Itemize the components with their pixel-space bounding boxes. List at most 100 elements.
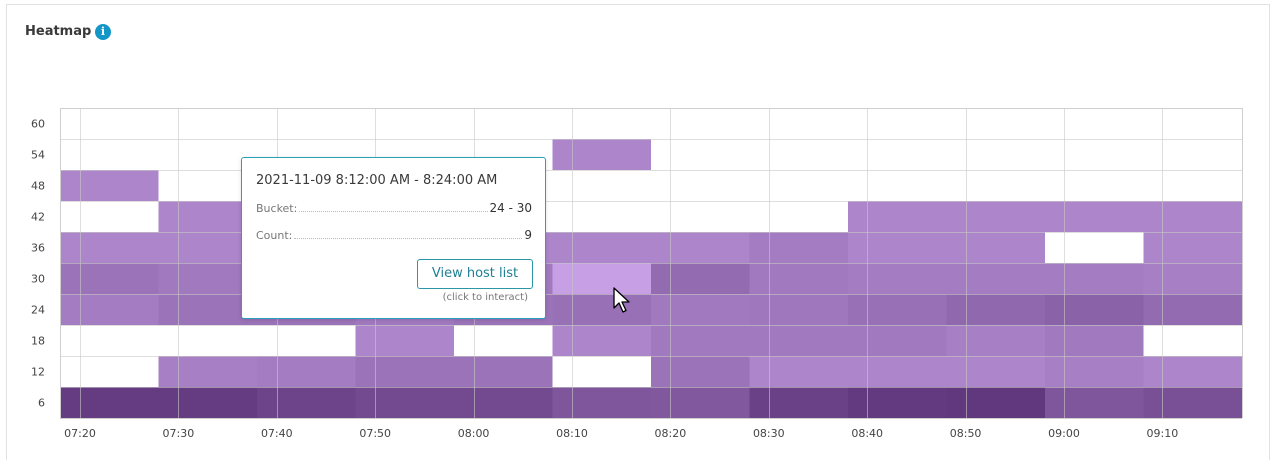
heatmap-cell[interactable] — [257, 387, 356, 418]
panel-title: Heatmap — [25, 24, 92, 39]
y-tick-label: 24 — [31, 304, 45, 317]
heatmap-cell[interactable] — [1045, 387, 1144, 418]
heatmap-cell[interactable] — [552, 294, 652, 325]
heatmap-cell[interactable] — [848, 356, 947, 387]
heatmap-cell[interactable] — [1143, 232, 1243, 263]
heatmap-cell[interactable] — [946, 387, 1046, 418]
y-tick-label: 54 — [31, 149, 45, 162]
x-tick-label: 08:20 — [655, 427, 687, 440]
tooltip-count-value: 9 — [524, 228, 532, 242]
tooltip-count-label: Count: — [256, 229, 293, 242]
heatmap-cell[interactable] — [749, 263, 849, 294]
tooltip-bucket-row: Bucket: 24 - 30 — [256, 199, 532, 215]
tooltip-bucket-value: 24 - 30 — [489, 201, 533, 215]
heatmap-cell[interactable] — [1045, 356, 1144, 387]
heatmap-cell[interactable] — [1143, 263, 1243, 294]
heatmap-cell[interactable] — [946, 263, 1046, 294]
heatmap-cell[interactable] — [848, 232, 947, 263]
x-tick-label: 08:40 — [851, 427, 883, 440]
heatmap-cell[interactable] — [848, 325, 947, 356]
x-tick-label: 08:10 — [556, 427, 588, 440]
y-tick-label: 18 — [31, 335, 45, 348]
heatmap-cell[interactable] — [749, 232, 849, 263]
y-tick-label: 6 — [38, 397, 45, 410]
x-tick-label: 08:50 — [950, 427, 982, 440]
y-tick-label: 12 — [31, 366, 45, 379]
heatmap-cell[interactable] — [848, 294, 947, 325]
heatmap-cell[interactable] — [552, 232, 652, 263]
heatmap-cell[interactable] — [158, 263, 258, 294]
tooltip-count-row: Count: 9 — [256, 226, 532, 242]
heatmap-cell[interactable] — [355, 387, 455, 418]
heatmap-cell[interactable] — [60, 170, 159, 201]
heatmap-cell[interactable] — [1143, 356, 1243, 387]
heatmap-cell[interactable] — [848, 387, 947, 418]
heatmap-cell[interactable] — [848, 263, 947, 294]
heatmap-cell[interactable] — [158, 356, 258, 387]
heatmap-cell[interactable] — [355, 325, 455, 356]
heatmap-cell[interactable] — [158, 232, 258, 263]
x-tick-label: 09:10 — [1147, 427, 1179, 440]
heatmap-cell[interactable] — [454, 356, 553, 387]
y-tick-label: 30 — [31, 273, 45, 286]
info-icon[interactable]: i — [95, 24, 111, 40]
heatmap-cell[interactable] — [454, 387, 553, 418]
heatmap-cell[interactable] — [60, 387, 159, 418]
heatmap-cell[interactable] — [651, 232, 750, 263]
heatmap-cell[interactable] — [651, 325, 750, 356]
tooltip-title: 2021-11-09 8:12:00 AM - 8:24:00 AM — [256, 173, 498, 188]
y-axis-ticks: 6 12 18 24 30 36 42 48 54 60 — [31, 118, 45, 410]
x-tick-label: 08:30 — [753, 427, 785, 440]
heatmap-cell[interactable] — [1143, 387, 1243, 418]
heatmap-cell[interactable] — [158, 294, 258, 325]
y-tick-label: 42 — [31, 211, 45, 224]
heatmap-cell[interactable] — [651, 263, 750, 294]
heatmap-cell[interactable] — [1045, 294, 1144, 325]
heatmap-cell[interactable] — [355, 356, 455, 387]
leader-dots — [299, 211, 488, 212]
heatmap-cell[interactable] — [60, 263, 159, 294]
heatmap-cell[interactable] — [257, 356, 356, 387]
heatmap-cell[interactable] — [946, 232, 1046, 263]
heatmap-cell[interactable] — [1143, 294, 1243, 325]
x-tick-label: 07:20 — [64, 427, 96, 440]
heatmap-cell[interactable] — [1143, 201, 1243, 232]
heatmap-cell[interactable] — [946, 201, 1046, 232]
heatmap-cell[interactable] — [552, 387, 652, 418]
leader-dots — [294, 238, 523, 239]
pointer-cursor-icon — [613, 287, 630, 313]
heatmap-cell[interactable] — [946, 356, 1046, 387]
heatmap-cell[interactable] — [651, 356, 750, 387]
heatmap-cell[interactable] — [60, 294, 159, 325]
heatmap-cell[interactable] — [946, 294, 1046, 325]
y-tick-label: 48 — [31, 180, 45, 193]
heatmap-tooltip: 2021-11-09 8:12:00 AM - 8:24:00 AM Bucke… — [241, 157, 546, 319]
view-host-list-button[interactable]: View host list — [417, 259, 533, 289]
heatmap-cell[interactable] — [749, 294, 849, 325]
heatmap-cell[interactable] — [946, 325, 1046, 356]
heatmap-cell[interactable] — [1045, 325, 1144, 356]
heatmap-cell[interactable] — [651, 387, 750, 418]
heatmap-cell[interactable] — [60, 232, 159, 263]
heatmap-cell[interactable] — [158, 387, 258, 418]
x-tick-label: 07:40 — [261, 427, 293, 440]
x-tick-label: 07:50 — [359, 427, 391, 440]
heatmap-cell[interactable] — [1045, 263, 1144, 294]
x-tick-label: 09:00 — [1048, 427, 1080, 440]
heatmap-cell[interactable] — [552, 139, 652, 170]
tooltip-bucket-label: Bucket: — [256, 202, 298, 215]
heatmap-cell[interactable] — [1045, 201, 1144, 232]
x-tick-label: 08:00 — [458, 427, 490, 440]
x-tick-label: 07:30 — [163, 427, 195, 440]
heatmap-cell[interactable] — [848, 201, 947, 232]
heatmap-cell[interactable] — [552, 325, 652, 356]
heatmap-cell[interactable] — [749, 356, 849, 387]
heatmap-cell[interactable] — [651, 294, 750, 325]
x-axis-ticks: 07:20 07:30 07:40 07:50 08:00 08:10 08:20 08:30… — [64, 427, 1178, 440]
heatmap-cell[interactable] — [552, 263, 652, 294]
heatmap-cell[interactable] — [749, 387, 849, 418]
heatmap-cell[interactable] — [749, 325, 849, 356]
y-tick-label: 36 — [31, 242, 45, 255]
heatmap-cell[interactable] — [158, 201, 258, 232]
